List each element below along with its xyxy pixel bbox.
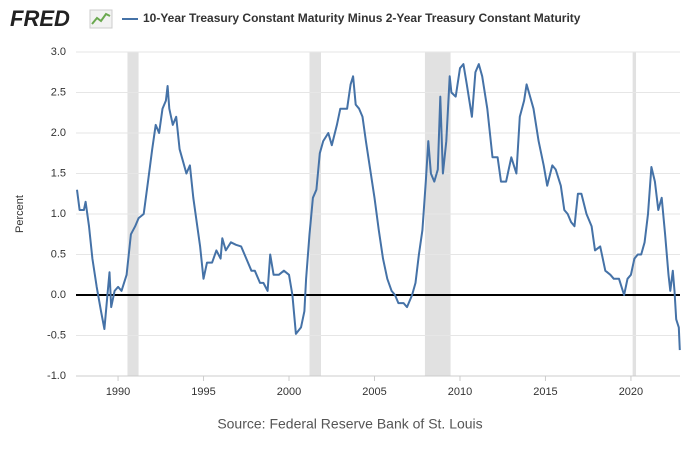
logo: FRED — [10, 6, 70, 31]
y-tick-label: 3.0 — [51, 46, 66, 58]
x-tick-label: 2005 — [362, 386, 386, 398]
y-tick-label: 2.5 — [51, 86, 66, 98]
y-axis-label: Percent — [14, 195, 26, 233]
y-tick-label: 2.0 — [51, 127, 66, 139]
x-tick-label: 2000 — [277, 386, 301, 398]
x-tick-label: 1995 — [191, 386, 215, 398]
logo-icon — [89, 9, 113, 29]
x-tick-label: 2010 — [448, 386, 472, 398]
y-tick-label: -0.5 — [47, 329, 66, 341]
x-tick-label: 2015 — [533, 386, 557, 398]
x-tick-label: 1990 — [106, 386, 130, 398]
x-tick-label: 2020 — [619, 386, 643, 398]
y-tick-label: 0.5 — [51, 248, 66, 260]
legend-label: 10-Year Treasury Constant Maturity Minus… — [143, 11, 581, 25]
y-tick-label: 0.0 — [51, 289, 66, 301]
y-tick-label: 1.0 — [51, 208, 66, 220]
source-note: Source: Federal Reserve Bank of St. Loui… — [217, 416, 482, 432]
y-tick-label: -1.0 — [47, 370, 66, 382]
series-line — [76, 63, 681, 351]
y-tick-label: 1.5 — [51, 167, 66, 179]
plot-area: -1.0 -0.5 0.0 0.5 1.0 1.5 2.0 2.5 3.0 1990 1995 200… — [47, 46, 681, 398]
